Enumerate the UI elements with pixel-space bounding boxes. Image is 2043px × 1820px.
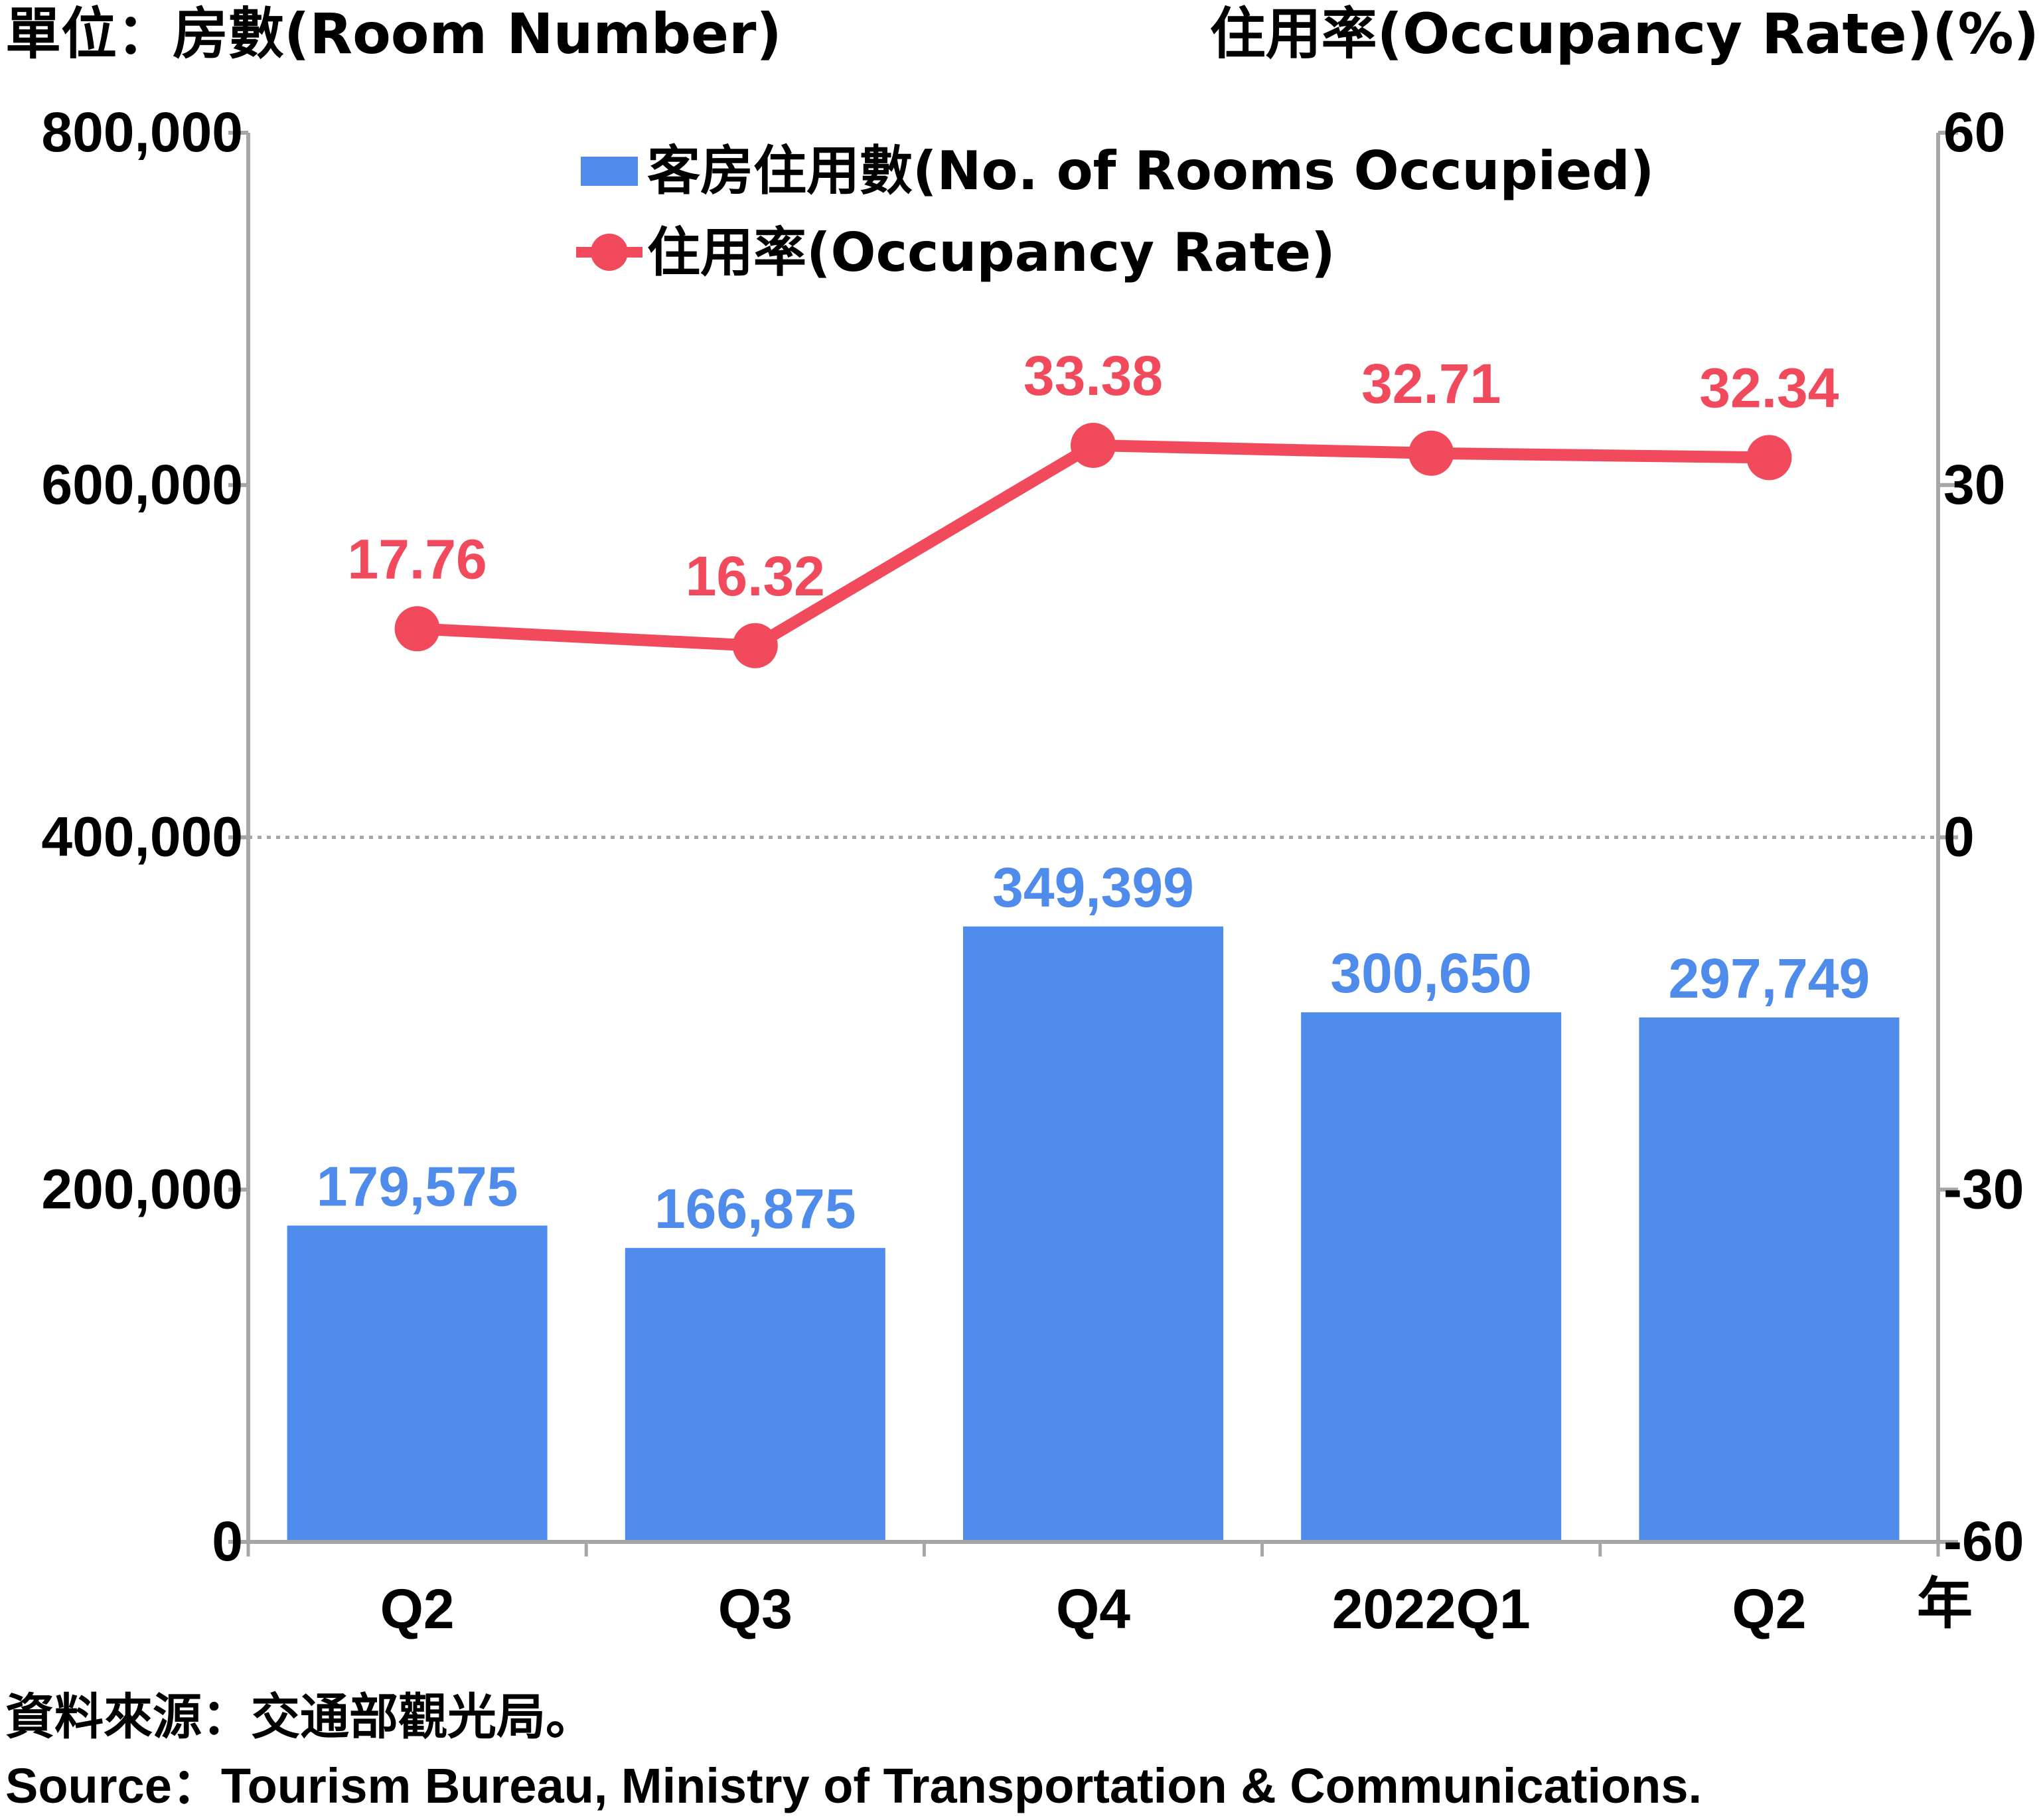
bar-value-label: 166,875 [654,1177,856,1240]
left-axis-unit-title: 單位：房數(Room Number) [5,1,782,66]
x-category-label: Q4 [1056,1578,1130,1640]
right-y-tick-label: 0 [1943,806,1975,868]
bar-1 [287,1225,548,1542]
x-category-label: 2022Q1 [1332,1578,1531,1640]
x-category-label: Q2 [1732,1578,1806,1640]
line-value-label: 32.34 [1699,356,1839,419]
legend-line-label: 住用率(Occupancy Rate) [647,222,1335,283]
legend-bar-swatch [581,157,638,186]
right-y-tick-label: 60 [1943,101,2005,163]
source-zh: 資料來源：交通部觀光局。 [5,1689,595,1746]
legend-bar-label: 客房住用數(No. of Rooms Occupied) [647,140,1654,202]
right-y-tick-label: 30 [1943,453,2005,516]
line-value-label: 16.32 [686,545,825,607]
left-y-tick-label: 0 [212,1510,243,1572]
bar-3 [963,926,1223,1542]
bar-value-label: 297,749 [1669,947,1870,1010]
line-point-4 [1408,430,1454,476]
line-series-group [394,422,1792,668]
bar-value-label: 300,650 [1330,942,1532,1004]
line-point-2 [732,623,778,668]
axes-group: 0 200,000 400,000 600,000 800,000 -60 -30 0 30 60… [41,101,2024,1640]
bar-4 [1301,1012,1562,1542]
line-value-label: 33.38 [1023,344,1163,407]
occupancy-rate-line [417,439,1770,652]
right-y-tick-label: -30 [1943,1158,2024,1220]
legend-line-marker [591,234,628,271]
right-axis-unit-title: 住用率(Occupancy Rate)(%) [1210,1,2039,66]
left-y-tick-label: 200,000 [41,1158,243,1220]
bar-value-label: 349,399 [992,856,1194,919]
line-point-1 [394,606,440,652]
bar-2 [625,1248,885,1542]
legend: 客房住用數(No. of Rooms Occupied) 住用率(Occupan… [576,140,1654,283]
x-category-label: Q3 [718,1578,793,1640]
left-y-tick-label: 800,000 [41,101,243,163]
bar-series-group [287,926,1900,1542]
data-labels-group: 179,575 166,875 349,399 300,650 297,749 17.76… [317,344,1870,1240]
line-value-label: 32.71 [1361,352,1501,415]
right-y-tick-label: -60 [1943,1510,2024,1572]
bar-5 [1639,1017,1900,1542]
bar-value-label: 179,575 [317,1155,518,1217]
left-y-tick-label: 400,000 [41,806,243,868]
line-value-label: 17.76 [347,528,487,590]
year-suffix-label: 年 [1917,1571,1973,1636]
x-category-label: Q2 [380,1578,455,1640]
left-y-tick-label: 600,000 [41,453,243,516]
source-en: Source：Tourism Bureau, Ministry of Trans… [5,1758,1702,1813]
line-point-5 [1746,435,1792,481]
line-point-3 [1071,422,1116,468]
